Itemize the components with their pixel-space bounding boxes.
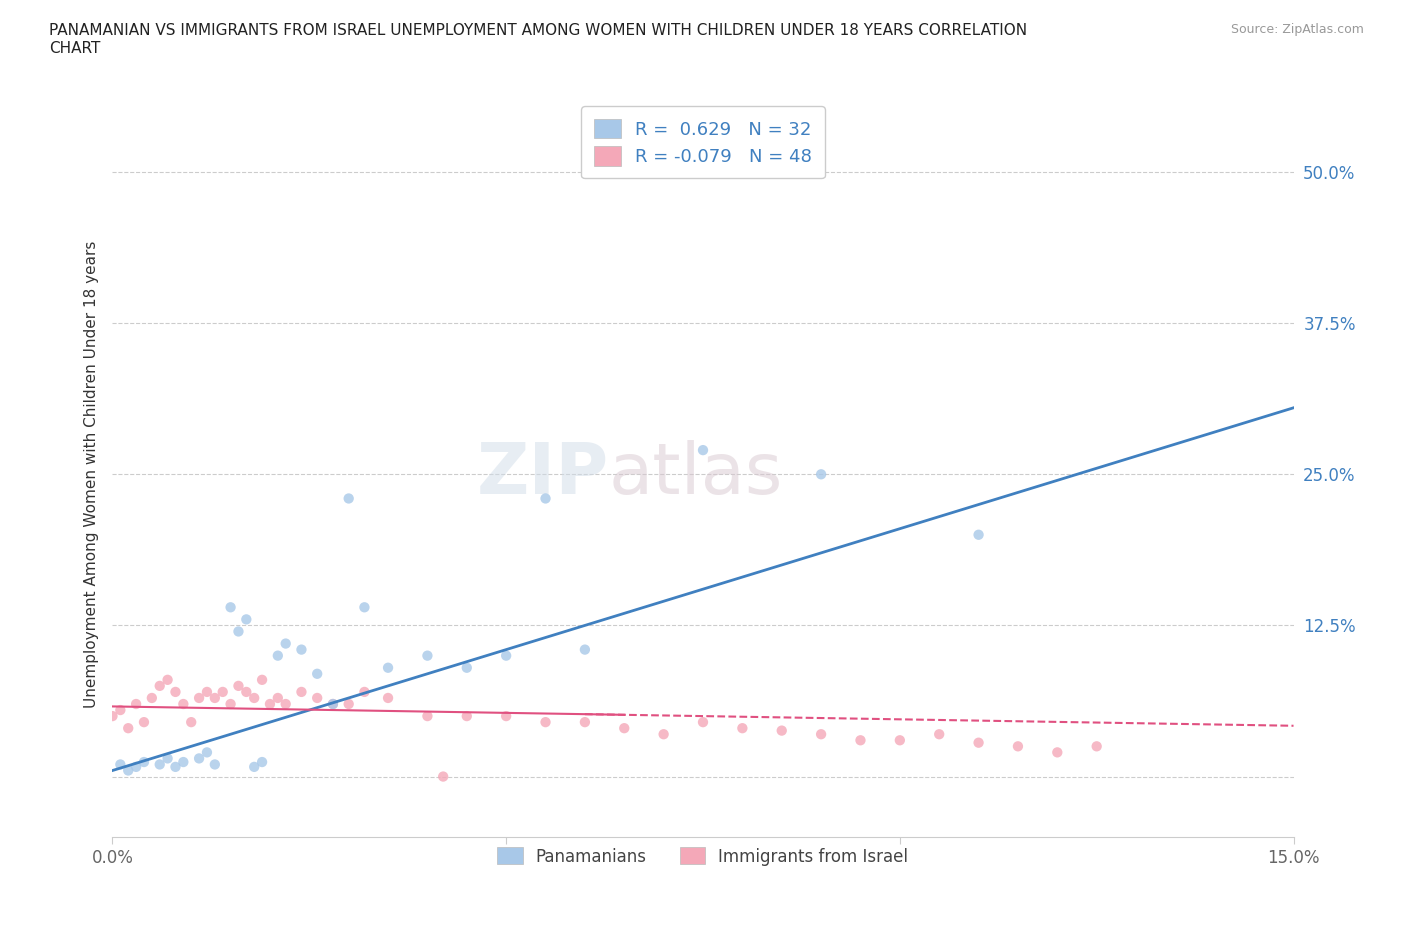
Point xyxy=(810,467,832,482)
Point xyxy=(290,643,312,658)
Point xyxy=(259,697,281,711)
Point xyxy=(495,648,517,663)
Point xyxy=(204,690,226,706)
Point xyxy=(204,757,226,772)
Point xyxy=(1046,745,1069,760)
Point xyxy=(613,721,636,736)
Point xyxy=(810,727,832,742)
Point xyxy=(432,769,454,784)
Point xyxy=(322,697,344,711)
Point xyxy=(889,733,911,748)
Point xyxy=(337,697,360,711)
Point xyxy=(165,684,187,699)
Point xyxy=(110,757,132,772)
Point xyxy=(250,672,273,687)
Point xyxy=(692,715,714,730)
Text: atlas: atlas xyxy=(609,440,783,509)
Point xyxy=(188,690,211,706)
Point xyxy=(967,527,990,542)
Point xyxy=(770,724,793,738)
Point xyxy=(1085,738,1108,753)
Point xyxy=(172,697,194,711)
Point xyxy=(692,443,714,458)
Point xyxy=(188,751,211,766)
Point xyxy=(416,709,439,724)
Point xyxy=(117,721,139,736)
Point xyxy=(353,684,375,699)
Point xyxy=(149,757,172,772)
Point xyxy=(290,684,312,699)
Point xyxy=(156,751,179,766)
Point xyxy=(416,648,439,663)
Point xyxy=(1007,738,1029,753)
Point xyxy=(243,760,266,775)
Point xyxy=(235,612,257,627)
Point xyxy=(125,697,148,711)
Point xyxy=(534,491,557,506)
Point xyxy=(652,727,675,742)
Point xyxy=(228,679,250,694)
Point xyxy=(250,754,273,769)
Point xyxy=(274,636,297,651)
Point xyxy=(165,760,187,775)
Point xyxy=(534,715,557,730)
Point xyxy=(235,684,257,699)
Point xyxy=(574,715,596,730)
Point xyxy=(574,643,596,658)
Point xyxy=(149,679,172,694)
Point xyxy=(267,648,290,663)
Y-axis label: Unemployment Among Women with Children Under 18 years: Unemployment Among Women with Children U… xyxy=(83,241,98,708)
Point xyxy=(377,690,399,706)
Point xyxy=(101,709,124,724)
Text: PANAMANIAN VS IMMIGRANTS FROM ISRAEL UNEMPLOYMENT AMONG WOMEN WITH CHILDREN UNDE: PANAMANIAN VS IMMIGRANTS FROM ISRAEL UNE… xyxy=(49,23,1028,56)
Legend: Panamanians, Immigrants from Israel: Panamanians, Immigrants from Israel xyxy=(491,841,915,872)
Point xyxy=(132,754,155,769)
Point xyxy=(377,660,399,675)
Point xyxy=(211,684,233,699)
Point xyxy=(307,667,329,682)
Text: Source: ZipAtlas.com: Source: ZipAtlas.com xyxy=(1230,23,1364,36)
Text: ZIP: ZIP xyxy=(477,440,609,509)
Point xyxy=(195,745,218,760)
Point xyxy=(322,697,344,711)
Point xyxy=(307,690,329,706)
Point xyxy=(353,600,375,615)
Point xyxy=(172,754,194,769)
Point xyxy=(495,709,517,724)
Point xyxy=(731,721,754,736)
Point xyxy=(110,703,132,718)
Point xyxy=(195,684,218,699)
Point xyxy=(967,736,990,751)
Point xyxy=(141,690,163,706)
Point xyxy=(132,715,155,730)
Point xyxy=(219,697,242,711)
Point xyxy=(228,624,250,639)
Point xyxy=(219,600,242,615)
Point xyxy=(337,491,360,506)
Point xyxy=(267,690,290,706)
Point xyxy=(456,660,478,675)
Point xyxy=(928,727,950,742)
Point xyxy=(243,690,266,706)
Point xyxy=(156,672,179,687)
Point xyxy=(274,697,297,711)
Point xyxy=(125,760,148,775)
Point xyxy=(117,763,139,777)
Point xyxy=(456,709,478,724)
Point xyxy=(180,715,202,730)
Point xyxy=(849,733,872,748)
